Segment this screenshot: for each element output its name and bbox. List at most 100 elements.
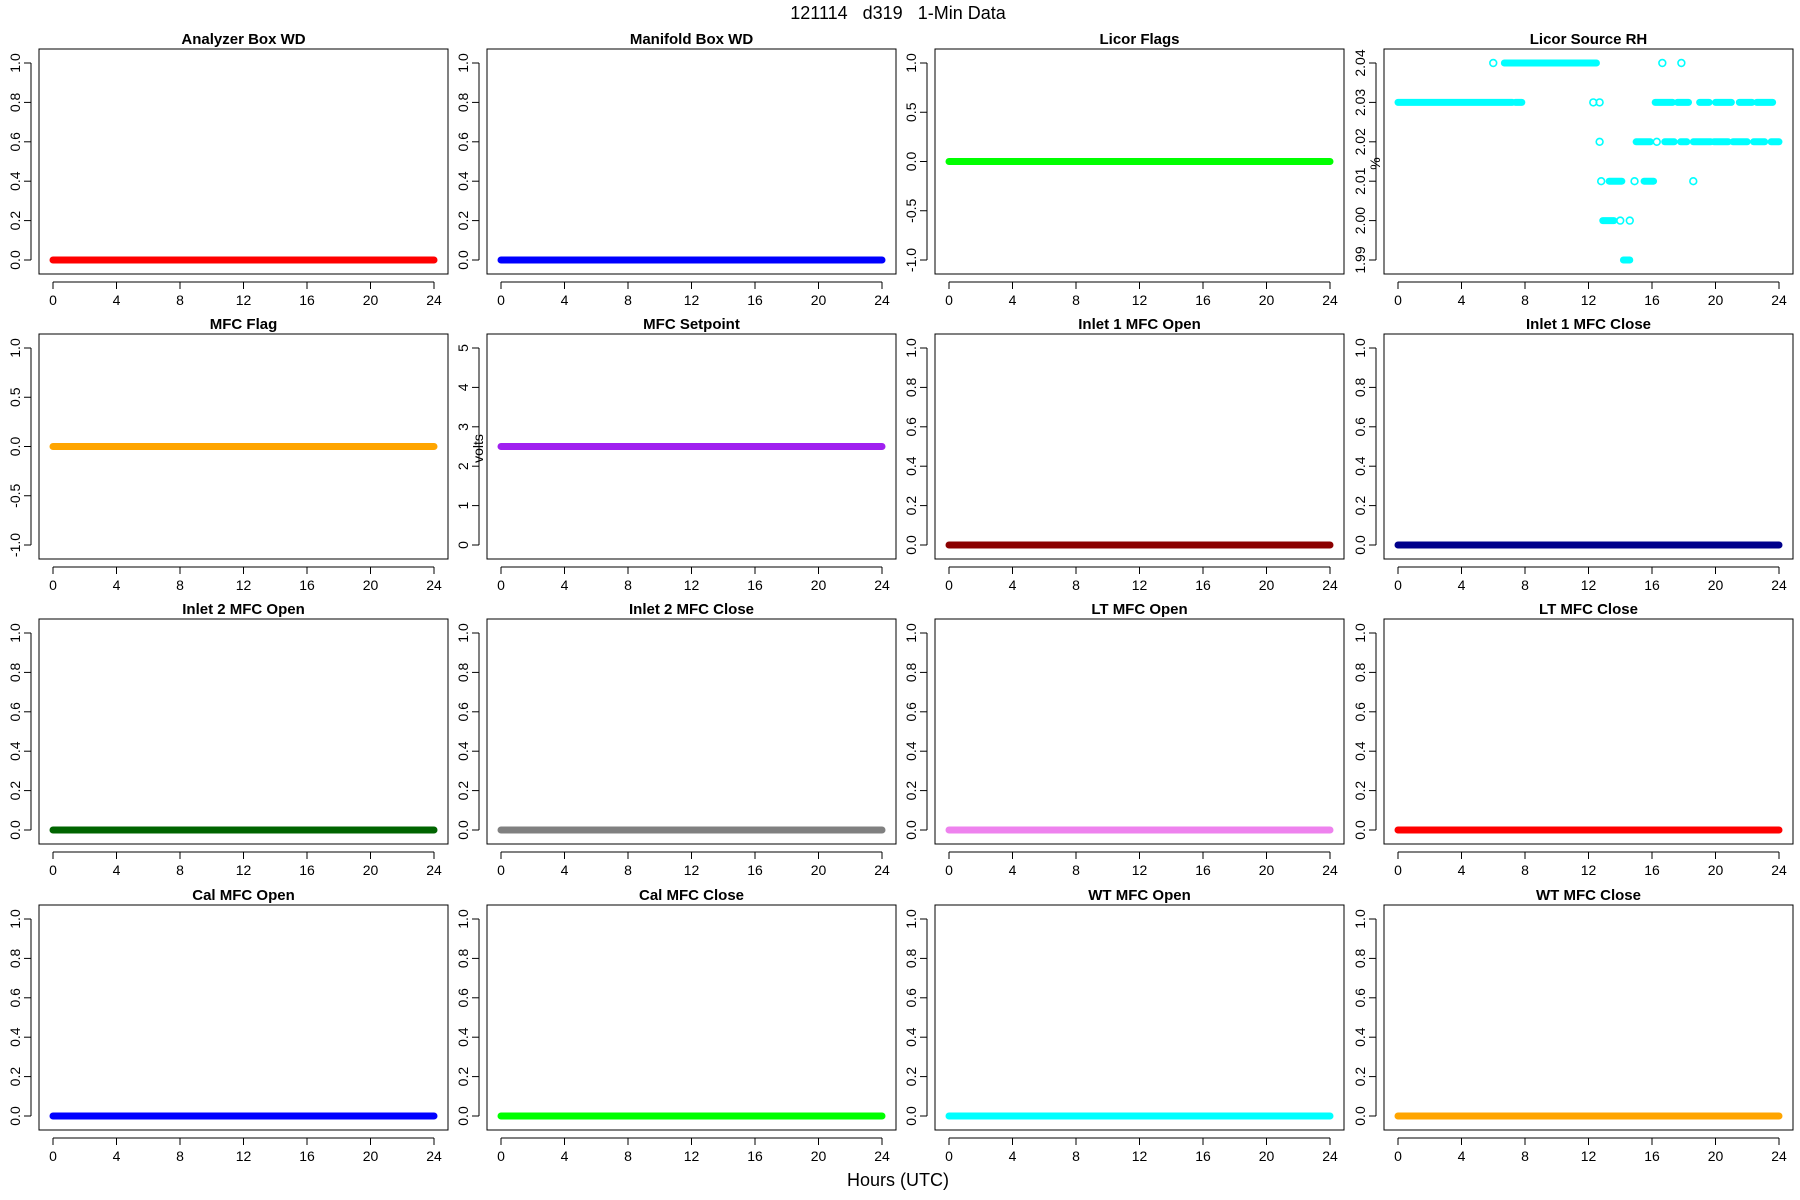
panel-frame: [486, 618, 897, 845]
x-tick-label: 16: [747, 1148, 763, 1164]
y-tick-label: 1.0: [903, 909, 919, 929]
x-tick-label: 16: [299, 1148, 315, 1164]
x-tick-label: 0: [1394, 292, 1402, 308]
y-tick-label: 0.8: [1352, 662, 1368, 682]
x-tick-label: 8: [1072, 292, 1080, 308]
y-axis: 1.99 2.00 2.01 2.02 2.03 2.04: [1352, 49, 1377, 274]
panel: Cal MFC Close 0 4 8 12 16 20 24 0.0 0.2 0.4 0.6 0.8 1…: [455, 887, 897, 1164]
panel: Manifold Box WD0 4 8 12 16 20 240.00.20.40.60.…: [455, 31, 897, 308]
panel-title: Manifold Box WD: [630, 31, 753, 48]
data-point: [1489, 58, 1498, 68]
x-tick-label: 24: [1322, 1148, 1338, 1164]
data-point: [1596, 177, 1606, 186]
panel-frame: [486, 904, 897, 1131]
y-tick-label: -0.5: [7, 483, 23, 507]
x-tick-label: 16: [1195, 577, 1211, 593]
panel-title: LT MFC Open: [1091, 601, 1187, 618]
data-point: [1595, 98, 1604, 107]
x-tick-label: 20: [1708, 577, 1724, 593]
x-tick-label: 12: [1581, 292, 1597, 308]
x-tick-label: 16: [1644, 1148, 1660, 1164]
y-axis: 0.0 0.2 0.4 0.6 0.8 1.0: [455, 909, 480, 1126]
x-tick-label: 24: [426, 577, 442, 593]
panel: WT MFC Open 0 4 8 12 16 20 24 0.0 0.2 0.4 0.6 0.8 1.0: [903, 887, 1345, 1164]
x-axis: 0 4 8 12 16 20 24: [497, 566, 890, 593]
y-tick-label: 1.0: [1352, 623, 1368, 643]
x-tick-label: 0: [1394, 577, 1402, 593]
x-tick-label: 4: [113, 577, 121, 593]
x-tick-label: 4: [1458, 862, 1466, 878]
x-tick-label: 0: [945, 292, 953, 308]
y-tick-label: 0.6: [903, 417, 919, 437]
x-tick-label: 8: [1521, 1148, 1529, 1164]
panel-frame: [1383, 48, 1794, 275]
x-tick-label: 8: [624, 577, 632, 593]
y-tick-label: 0.0: [1352, 1106, 1368, 1126]
y-tick-label: 0.2: [1352, 1067, 1368, 1087]
panel: Inlet 1 MFC Close 0 4 8 12 16 20 24 0.0 0.2 0.4 0.6…: [1352, 316, 1794, 593]
x-tick-label: 20: [811, 862, 827, 878]
panel-frame: [486, 48, 897, 275]
y-axis: 0.0 0.2 0.4 0.6 0.8 1.0: [7, 623, 32, 840]
x-tick-label: 8: [176, 577, 184, 593]
y-tick-label: 0.8: [7, 948, 23, 968]
x-axis: 0 4 8 12 16 20 24: [945, 851, 1338, 878]
y-tick-label: 0: [455, 541, 471, 549]
y-tick-label: 0.8: [455, 662, 471, 682]
y-axis: 0.0 0.2 0.4 0.6 0.8 1.0: [903, 338, 928, 555]
x-tick-label: 24: [1322, 577, 1338, 593]
x-tick-label: 24: [1322, 862, 1338, 878]
x-tick-label: 24: [874, 1148, 890, 1164]
panel-frame: [38, 618, 449, 845]
y-tick-label: 0.6: [1352, 417, 1368, 437]
x-axis: 0 4 8 12 16 20 24: [497, 851, 890, 878]
panel-title: MFC Setpoint: [643, 316, 740, 333]
panel-title: Licor Flags: [1099, 31, 1179, 48]
x-axis: 0 4 8 12 16 20 24: [945, 1137, 1338, 1164]
x-tick-label: 0: [49, 577, 57, 593]
x-tick-label: 12: [1581, 577, 1597, 593]
x-tick-label: 4: [113, 1148, 121, 1164]
panel: WT MFC Close 0 4 8 12 16 20 24 0.0 0.2 0.4 0.6 0.8 1.…: [1352, 887, 1794, 1164]
y-tick-label: 0.4: [1352, 741, 1368, 761]
panel-frame: [38, 333, 449, 560]
y-axis: 0.0 0.2 0.4 0.6 0.8 1.0: [1352, 909, 1377, 1126]
y-tick-label: 1.0: [1352, 909, 1368, 929]
x-tick-label: 24: [874, 292, 890, 308]
x-tick-label: 12: [1132, 1148, 1148, 1164]
y-tick-label: 0.2: [1352, 496, 1368, 516]
x-tick-label: 0: [49, 292, 57, 308]
y-tick-label: 0.6: [1352, 988, 1368, 1008]
x-tick-label: 20: [811, 1148, 827, 1164]
x-tick-label: 20: [1259, 1148, 1275, 1164]
y-tick-label: 1.0: [7, 623, 23, 643]
x-tick-label: 16: [1644, 292, 1660, 308]
x-tick-label: 4: [1458, 292, 1466, 308]
x-tick-label: 20: [1259, 577, 1275, 593]
data-point: [1595, 137, 1604, 147]
y-tick-label: 0.6: [903, 988, 919, 1008]
x-tick-label: 24: [1771, 1148, 1787, 1164]
y-tick-label: 0.4: [903, 741, 919, 761]
y-tick-label: 0.0: [7, 437, 23, 457]
panel-frame: [38, 904, 449, 1131]
y-tick-label: 0.2: [903, 496, 919, 516]
x-tick-label: 8: [1521, 292, 1529, 308]
y-axis-label: volts: [470, 434, 486, 463]
x-tick-label: 8: [176, 862, 184, 878]
y-tick-label: 1.99: [1352, 246, 1368, 273]
y-tick-label: 0.6: [455, 988, 471, 1008]
y-tick-label: -0.5: [903, 198, 919, 222]
x-tick-label: 24: [874, 862, 890, 878]
y-axis: 0.0 0.2 0.4 0.6 0.8 1.0: [1352, 338, 1377, 555]
panel-title: LT MFC Close: [1539, 601, 1638, 618]
panel-frame: [934, 904, 1345, 1131]
x-tick-label: 24: [874, 577, 890, 593]
y-tick-label: 0.2: [7, 781, 23, 801]
y-axis: 0.0 0.2 0.4 0.6 0.8 1.0: [455, 53, 480, 270]
data-point: [1616, 216, 1625, 225]
y-tick-label: 0.4: [455, 171, 471, 191]
x-tick-label: 12: [684, 862, 700, 878]
